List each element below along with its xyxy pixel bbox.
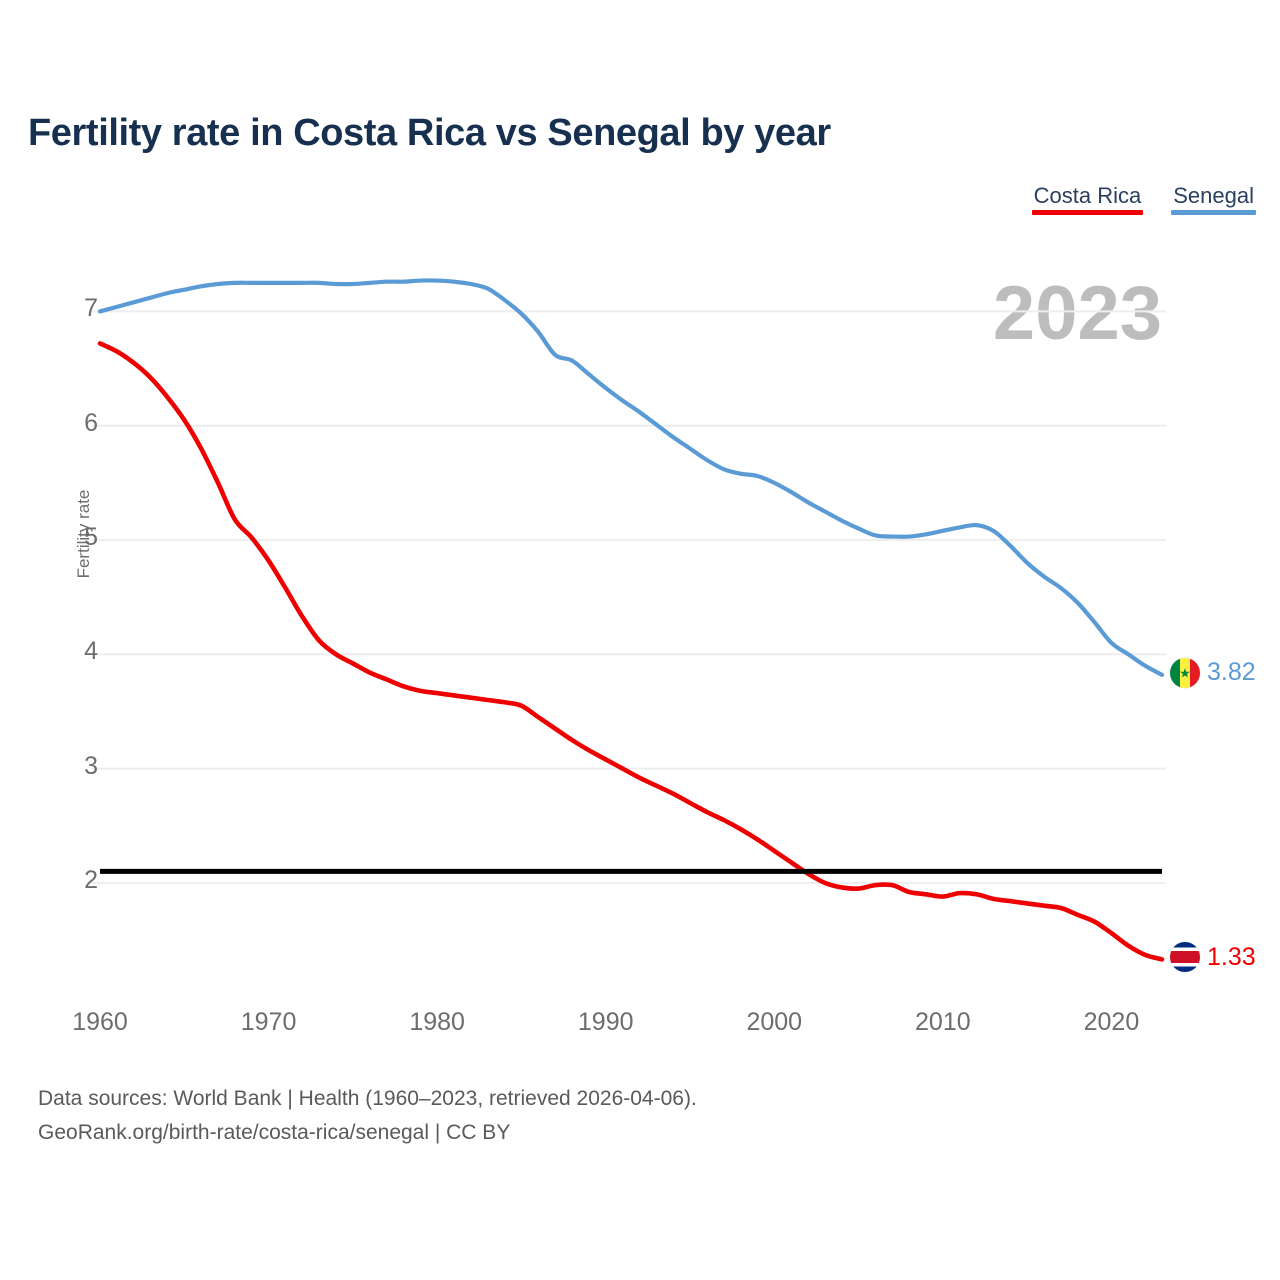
y-axis-tick-label: 5 — [84, 523, 98, 551]
legend-item-senegal[interactable]: Senegal — [1171, 183, 1256, 216]
legend-swatch-senegal — [1171, 210, 1256, 216]
legend-label-senegal: Senegal — [1173, 183, 1254, 208]
year-watermark: 2023 — [992, 271, 1162, 356]
x-axis-tick-label: 1960 — [72, 1008, 128, 1036]
x-axis-tick-label: 1970 — [240, 1008, 297, 1036]
x-axis-tick-label: 2000 — [746, 1008, 803, 1036]
end-value-costa-rica: 1.33 — [1207, 942, 1256, 971]
y-axis-tick-label: 6 — [84, 408, 98, 437]
chart-legend: Costa Rica Senegal — [1031, 183, 1256, 216]
y-axis-tick-label: 4 — [84, 637, 98, 666]
footer-attribution[interactable]: GeoRank.org/birth-rate/costa-rica/senega… — [38, 1121, 511, 1145]
y-axis-tick-label: 3 — [84, 751, 98, 780]
costa-rica-flag-icon — [1170, 942, 1200, 973]
footer-data-sources: Data sources: World Bank | Health (1960–… — [38, 1087, 697, 1110]
y-axis-tick-label: 2 — [84, 865, 98, 894]
legend-label-costa-rica: Costa Rica — [1033, 183, 1142, 208]
legend-swatch-costa-rica — [1031, 210, 1144, 216]
footer: Data sources: World Bank | Health (1960–… — [38, 1082, 697, 1150]
end-label-senegal: ★ 3.82 — [1170, 657, 1256, 688]
series-line-senegal — [97, 278, 1165, 677]
page-title: Fertility rate in Costa Rica vs Senegal … — [28, 112, 831, 154]
legend-item-costa-rica[interactable]: Costa Rica — [1031, 183, 1144, 216]
x-axis-tick-label: 2020 — [1083, 1008, 1140, 1036]
x-axis-tick-label: 1980 — [409, 1008, 465, 1036]
x-axis-tick-label: 2010 — [915, 1008, 971, 1036]
senegal-flag-icon: ★ — [1170, 657, 1200, 688]
y-axis-tick-label: 7 — [84, 294, 98, 323]
x-axis-tick-label: 1990 — [577, 1008, 634, 1036]
series-line-costa-rica — [97, 341, 1165, 962]
chart-gridlines — [92, 310, 1166, 884]
end-label-costa-rica: 1.33 — [1170, 942, 1256, 973]
end-value-senegal: 3.82 — [1207, 658, 1256, 687]
